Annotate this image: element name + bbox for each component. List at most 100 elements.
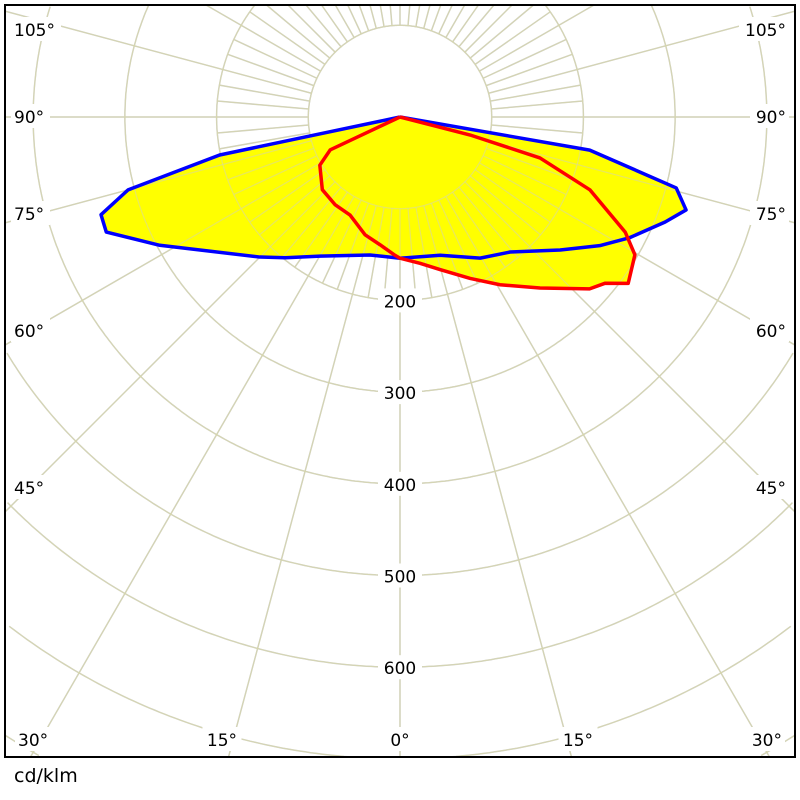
grid-radial-overlay	[458, 4, 495, 48]
grid-radial-overlay	[4, 162, 321, 346]
grid-radial-overlay	[415, 4, 421, 27]
grid-radial-overlay	[452, 4, 479, 43]
angle-label-bg	[739, 17, 789, 41]
angle-label-right: 105°	[745, 21, 786, 41]
grid-radial-overlay	[490, 84, 581, 102]
grid-radial-overlay	[482, 155, 567, 196]
angle-label-bg	[558, 727, 598, 751]
angle-label-bg	[746, 727, 785, 751]
grid-radial-overlay	[205, 4, 321, 72]
angle-label-left: 105°	[14, 21, 55, 41]
angle-label-bg	[11, 475, 50, 499]
angle-label-bg	[750, 475, 789, 499]
radial-label-bg	[378, 471, 422, 496]
angle-label-right: 15°	[563, 731, 593, 751]
grid-radial-overlay	[474, 11, 551, 65]
angle-label-right: 60°	[756, 322, 786, 342]
angle-label-right: 90°	[756, 108, 786, 128]
grid-radial-overlay	[482, 38, 567, 79]
radial-label-bg	[378, 563, 422, 588]
unit-label: cd/klm	[14, 765, 78, 787]
angle-label-left: 75°	[14, 205, 44, 225]
radial-label-bg	[378, 655, 422, 680]
grid-radial-overlay	[321, 199, 362, 284]
grid-radial-overlay	[358, 4, 370, 32]
angle-label-bg	[750, 318, 789, 342]
grid-radial-overlay	[334, 4, 355, 38]
series-line	[99, 115, 688, 260]
radial-tick-label: 200	[384, 292, 416, 312]
polar-intensity-chart: 200 300 400 500 600 105° 90° 75° 60° 45° 30° 15° 0° 1…	[4, 4, 796, 758]
grid-radial-overlay	[479, 4, 595, 72]
grid-radial-overlay	[445, 196, 771, 758]
grid-radial-overlay	[485, 53, 573, 87]
grid-radial-overlay	[383, 208, 393, 300]
grid-radial-overlay	[488, 140, 796, 224]
radial-tick-label: 300	[384, 384, 416, 404]
grid-radial-overlay	[485, 147, 573, 181]
grid-radial-overlay	[415, 207, 433, 298]
grid-radial-overlay	[469, 4, 534, 59]
grid-radial-overlay	[407, 208, 417, 300]
grid-radial-overlay	[249, 11, 326, 65]
grid-radial-overlay	[464, 4, 513, 53]
grid-radial-overlay	[367, 207, 385, 298]
angle-label-bg	[11, 17, 61, 41]
chart-frame	[4, 4, 796, 758]
grid-radial-overlay	[219, 132, 310, 150]
angle-label-bg	[202, 727, 242, 751]
grid-radial-overlay	[423, 4, 431, 29]
angle-label-right: 30°	[752, 731, 782, 751]
radial-label-bg	[378, 288, 422, 313]
angle-label-left: 90°	[14, 108, 44, 128]
grid-radial-overlay	[305, 4, 342, 48]
grid-radial-overlay	[407, 4, 411, 26]
angle-label-left: 45°	[14, 479, 44, 499]
angle-label-left: 30°	[18, 731, 48, 751]
angle-label-bg	[750, 104, 789, 128]
grid-radial-overlay	[233, 38, 318, 79]
angle-label-left: 60°	[14, 322, 44, 342]
angle-label-bg	[386, 727, 414, 751]
grid-radial-overlay	[438, 199, 479, 284]
grid-radial-overlay	[29, 196, 355, 758]
grid-radial-overlay	[219, 84, 310, 102]
radial-tick-label: 500	[384, 568, 416, 588]
grid-radial-overlay	[438, 4, 453, 35]
grid-radial-overlay	[379, 4, 385, 27]
grid-radial-overlay	[347, 4, 362, 35]
grid-circle-overlay	[8, 625, 792, 758]
plot-area	[4, 4, 796, 758]
radial-label-bg	[378, 380, 422, 405]
grid-radial-overlay	[217, 100, 309, 110]
grid-radial-overlay	[464, 181, 796, 513]
grid-radial-overlay	[287, 4, 336, 53]
grid-radial-overlay	[423, 205, 573, 758]
series-line	[318, 115, 637, 291]
angle-label-bg	[11, 318, 50, 342]
radial-tick-label: 600	[384, 659, 416, 679]
grid-radial-overlay	[469, 175, 541, 236]
grid-circle-overlay	[6, 352, 794, 577]
angle-label-bg	[750, 201, 789, 225]
grid-radial-overlay	[227, 205, 377, 758]
angle-label-right: 45°	[756, 479, 786, 499]
grid-radial-overlay	[227, 147, 315, 181]
grid-radial-overlay	[445, 4, 466, 38]
radial-tick-label: 400	[384, 476, 416, 496]
grid-radial-overlay	[217, 124, 309, 134]
angle-label-right: 75°	[756, 205, 786, 225]
grid-radial-overlay	[266, 4, 331, 59]
grid-radial-overlay	[479, 162, 796, 346]
grid-circle-overlay	[216, 5, 584, 301]
grid-radial-overlay	[458, 186, 519, 258]
grid-radial-overlay	[4, 140, 312, 224]
grid-radial-overlay	[430, 4, 442, 32]
grid-radial-overlay	[474, 169, 551, 223]
angle-label-bg	[11, 104, 50, 128]
grid-radial-overlay	[321, 4, 348, 43]
grid-circle-overlay	[7, 502, 793, 668]
grid-radial-overlay	[259, 175, 331, 236]
angle-label-bg	[11, 201, 50, 225]
grid-radial-overlay	[336, 202, 370, 290]
